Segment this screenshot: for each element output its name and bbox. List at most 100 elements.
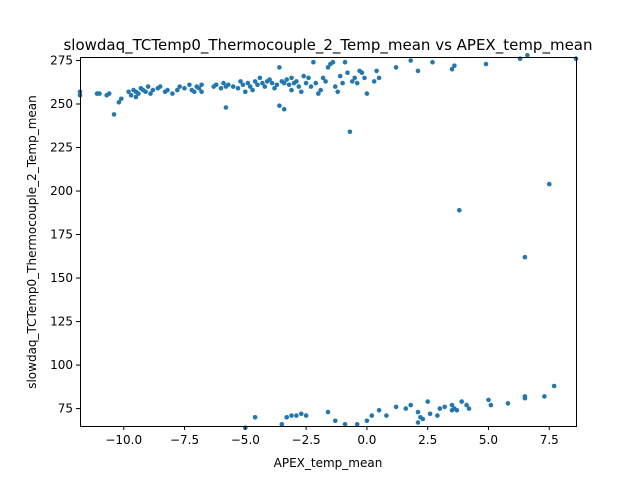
data-point-94 (350, 79, 355, 84)
data-point-114 (457, 207, 462, 213)
data-point-57 (267, 77, 272, 82)
data-point-130 (369, 413, 375, 418)
chart-title: slowdaq_TCTemp0_Thermocouple_2_Temp_mean… (63, 36, 592, 55)
data-point-26 (175, 87, 180, 93)
y-tick-label-0: 75 (58, 402, 73, 416)
x-tick-label-4: 0.0 (357, 433, 376, 447)
data-point-140 (427, 411, 433, 417)
data-point-131 (376, 408, 382, 413)
data-point-112 (525, 53, 530, 58)
data-point-13 (133, 94, 139, 100)
data-point-10 (128, 93, 134, 98)
y-tick-label-1: 100 (50, 358, 73, 372)
data-point-38 (218, 86, 224, 91)
data-point-62 (277, 103, 282, 108)
data-point-81 (318, 87, 324, 93)
data-point-155 (522, 395, 528, 401)
data-point-107 (430, 59, 435, 65)
data-point-121 (289, 413, 294, 418)
data-point-45 (238, 79, 243, 84)
data-point-136 (415, 409, 421, 415)
data-point-101 (371, 79, 377, 84)
data-point-5 (106, 91, 112, 96)
data-point-58 (269, 80, 275, 86)
data-point-92 (345, 70, 350, 75)
data-point-108 (449, 66, 455, 72)
data-point-24 (165, 87, 170, 93)
data-point-87 (333, 84, 338, 89)
data-point-20 (150, 87, 156, 93)
data-point-105 (408, 58, 414, 63)
data-point-8 (119, 96, 124, 102)
data-point-17 (143, 89, 148, 95)
data-point-54 (260, 80, 265, 86)
data-point-128 (354, 422, 360, 427)
data-point-152 (488, 402, 494, 408)
data-point-98 (359, 70, 365, 75)
data-point-68 (289, 87, 294, 93)
y-tick-label-2: 125 (50, 315, 73, 329)
data-point-104 (393, 65, 399, 70)
y-tick-label-8: 275 (50, 53, 73, 67)
data-point-138 (420, 416, 426, 422)
data-point-89 (337, 73, 343, 79)
data-point-133 (393, 404, 399, 410)
data-point-50 (250, 87, 255, 93)
data-point-158 (415, 420, 421, 425)
data-point-74 (301, 73, 307, 79)
data-point-126 (333, 418, 338, 424)
x-tick-label-0: −10.0 (105, 433, 142, 447)
data-point-44 (235, 86, 241, 91)
data-point-123 (299, 411, 304, 417)
data-point-127 (342, 422, 348, 427)
data-point-103 (376, 75, 382, 81)
data-point-132 (384, 413, 389, 418)
x-axis-label: APEX_temp_mean (274, 456, 383, 470)
data-point-67 (286, 82, 292, 88)
data-point-120 (284, 415, 290, 420)
data-point-139 (425, 399, 431, 404)
x-tick-label-6: 5.0 (479, 433, 498, 447)
data-point-157 (551, 383, 557, 389)
data-point-41 (223, 105, 229, 110)
x-tick-label-5: 2.5 (418, 433, 437, 447)
plot-frame (80, 57, 577, 427)
data-point-88 (335, 89, 341, 95)
y-axis-ticks: 75 100 125 150 175 200 225 250 275 (50, 53, 80, 416)
data-point-69 (289, 75, 294, 81)
data-point-115 (547, 181, 552, 187)
data-point-31 (192, 89, 197, 95)
y-tick-label-5: 200 (50, 184, 73, 198)
data-point-116 (522, 254, 528, 260)
x-tick-label-1: −7.5 (170, 433, 199, 447)
data-point-53 (257, 75, 263, 81)
data-point-25 (170, 91, 175, 96)
data-point-72 (296, 84, 302, 89)
data-point-119 (279, 422, 285, 427)
data-point-52 (255, 82, 260, 88)
data-point-90 (340, 80, 345, 86)
data-point-34 (199, 82, 204, 88)
data-point-84 (325, 65, 331, 70)
x-tick-label-7: 7.5 (540, 433, 559, 447)
data-point-135 (408, 402, 414, 408)
data-point-66 (284, 77, 290, 82)
data-point-48 (245, 80, 251, 86)
data-point-43 (230, 84, 236, 89)
data-point-86 (330, 59, 336, 65)
data-point-35 (199, 89, 204, 95)
y-tick-label-6: 225 (50, 141, 73, 155)
data-point-106 (415, 68, 421, 74)
data-point-109 (452, 63, 457, 68)
data-point-125 (325, 409, 331, 415)
x-tick-label-2: −5.0 (231, 433, 260, 447)
data-point-64 (281, 106, 287, 112)
y-tick-label-3: 150 (50, 271, 73, 285)
data-point-122 (294, 413, 299, 418)
data-point-150 (466, 406, 472, 411)
data-point-42 (226, 82, 231, 88)
data-point-9 (126, 89, 131, 95)
data-point-93 (347, 129, 353, 135)
data-point-78 (311, 59, 316, 65)
